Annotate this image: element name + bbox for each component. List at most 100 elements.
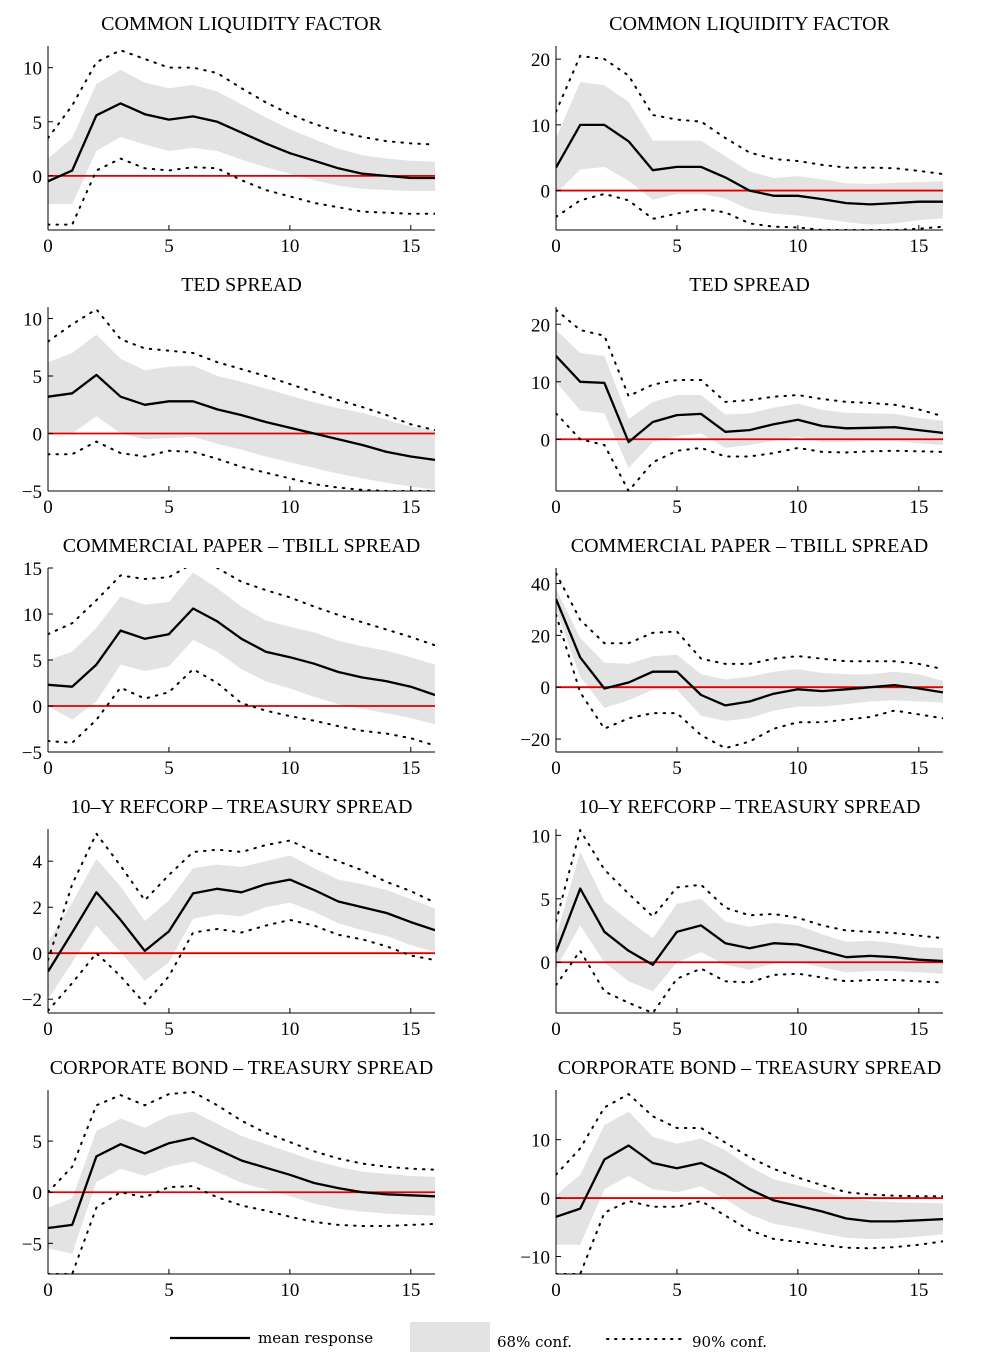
chart-title: 10–Y REFCORP – TREASURY SPREAD: [71, 796, 413, 818]
y-tick-label: 0: [541, 430, 551, 451]
plot-area: [48, 568, 435, 747]
chart-title: COMMERCIAL PAPER – TBILL SPREAD: [571, 535, 928, 557]
x-tick-label: 15: [909, 758, 928, 779]
panels-group: 0 5 10 15 0 5 10 COMMON LIQUIDITY FACTOR 0 5 10 15 0…: [22, 13, 943, 1301]
mean-line: [48, 1136, 435, 1230]
y-tick-label: 4: [33, 852, 43, 873]
x-tick-label: 10: [788, 1280, 807, 1301]
y-tick-label: 40: [531, 575, 550, 596]
x-tick-label: 10: [280, 1019, 299, 1040]
y-tick-label: 0: [33, 167, 43, 188]
y-tick-label: −5: [22, 743, 42, 764]
mean-line: [48, 373, 435, 462]
x-tick-label: 5: [164, 1280, 174, 1301]
x-tick-label: 0: [43, 1019, 53, 1040]
band-90-lower: [48, 918, 435, 1012]
band-90-lower: [48, 667, 435, 747]
x-tick-label: 5: [672, 497, 682, 518]
band-68: [48, 855, 435, 1000]
y-tick-label: 0: [33, 944, 43, 965]
band-90-lower: [556, 948, 943, 1013]
chart-panel: 0 5 10 15 0 5 10 COMMON LIQUIDITY FACTOR: [23, 13, 435, 257]
x-tick-label: 10: [280, 758, 299, 779]
x-tick-label: 0: [551, 236, 561, 257]
legend-mean-label: mean response: [258, 1329, 373, 1347]
y-tick-label: 10: [23, 310, 42, 331]
mean-line: [556, 355, 943, 444]
x-tick-label: 10: [788, 1019, 807, 1040]
band-90-lower: [48, 1185, 435, 1274]
band-90-lower: [48, 157, 435, 226]
legend-68-swatch: [410, 1322, 490, 1352]
mean-line: [556, 1144, 943, 1223]
band-68: [556, 82, 943, 225]
chart-title: COMMON LIQUIDITY FACTOR: [609, 13, 890, 35]
mean-line: [556, 887, 943, 966]
chart-panel: 0 5 10 15 0 5 10 10–Y REFCORP – TREASURY SPREAD: [531, 796, 943, 1040]
mean-line: [556, 598, 943, 707]
x-tick-label: 15: [909, 1280, 928, 1301]
y-tick-label: 20: [531, 626, 550, 647]
y-tick-label: 0: [33, 697, 43, 718]
chart-title: CORPORATE BOND – TREASURY SPREAD: [558, 1057, 941, 1079]
band-90-lower: [556, 1199, 943, 1274]
y-tick-label: 10: [531, 373, 550, 394]
x-tick-label: 5: [672, 1280, 682, 1301]
y-tick-label: 0: [33, 425, 43, 446]
x-tick-label: 10: [788, 497, 807, 518]
x-tick-label: 5: [164, 236, 174, 257]
plot-area: [48, 307, 435, 491]
band-90-upper: [556, 829, 943, 940]
chart-panel: 0 5 10 15 −5 0 5 CORPORATE BOND – TREASURY SPRE…: [22, 1057, 435, 1301]
band-90-upper: [556, 1092, 943, 1198]
y-tick-label: 15: [23, 559, 42, 580]
chart-title: 10–Y REFCORP – TREASURY SPREAD: [579, 796, 921, 818]
y-tick-label: 5: [33, 651, 43, 672]
x-tick-label: 5: [164, 758, 174, 779]
plot-area: [48, 49, 435, 226]
chart-title: COMMERCIAL PAPER – TBILL SPREAD: [63, 535, 420, 557]
x-tick-label: 10: [280, 497, 299, 518]
plot-area: [48, 831, 435, 1012]
y-tick-label: −2: [22, 990, 42, 1011]
band-68: [556, 330, 943, 468]
x-tick-label: 10: [280, 1280, 299, 1301]
x-tick-label: 15: [909, 1019, 928, 1040]
x-tick-label: 5: [164, 1019, 174, 1040]
legend-90-label: 90% conf.: [692, 1333, 767, 1351]
x-tick-label: 5: [672, 236, 682, 257]
x-tick-label: 15: [909, 497, 928, 518]
band-90-upper: [48, 49, 435, 146]
x-tick-label: 5: [672, 758, 682, 779]
y-tick-label: 20: [531, 50, 550, 71]
band-68: [48, 572, 435, 725]
x-tick-label: 0: [551, 497, 561, 518]
y-tick-label: −5: [22, 482, 42, 503]
x-tick-label: 0: [43, 1280, 53, 1301]
x-tick-label: 5: [672, 1019, 682, 1040]
x-tick-label: 10: [788, 758, 807, 779]
x-tick-label: 0: [551, 1280, 561, 1301]
mean-line: [556, 123, 943, 206]
y-tick-label: 5: [33, 1132, 43, 1153]
x-tick-label: 0: [43, 758, 53, 779]
band-90-lower: [556, 412, 943, 491]
chart-title: TED SPREAD: [689, 274, 810, 296]
y-tick-label: 10: [23, 59, 42, 80]
y-tick-label: 5: [33, 367, 43, 388]
x-tick-label: 15: [401, 1019, 420, 1040]
y-tick-label: −20: [520, 730, 550, 751]
band-68: [48, 69, 435, 204]
y-tick-label: 10: [531, 826, 550, 847]
plot-area: [556, 54, 943, 230]
x-tick-label: 0: [43, 236, 53, 257]
y-tick-label: 0: [541, 678, 551, 699]
band-90-upper: [48, 1090, 435, 1194]
y-tick-label: 0: [541, 182, 551, 203]
